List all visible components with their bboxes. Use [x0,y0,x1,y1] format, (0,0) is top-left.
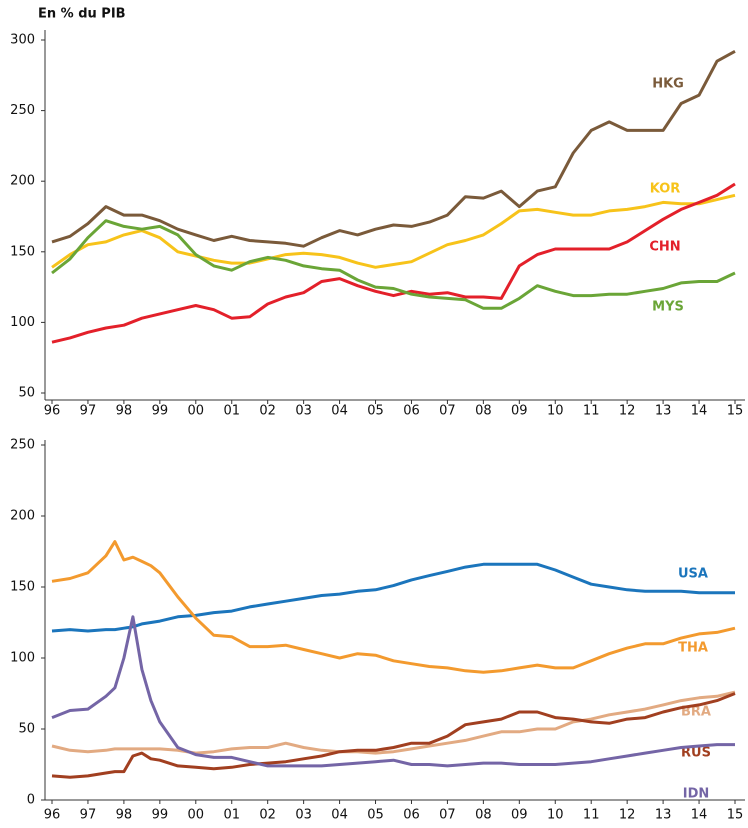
x-tick-label: 06 [403,808,420,823]
x-tick-label: 14 [691,808,708,823]
x-tick-label: 11 [583,808,600,823]
series-label: RUS [681,746,711,761]
x-tick-label: 96 [44,404,61,419]
x-tick-label: 02 [259,404,276,419]
chart-title: En % du PIB [38,7,126,22]
series-line [51,193,736,269]
x-tick-label: 08 [475,808,492,823]
x-tick-label: 10 [547,808,564,823]
series-line [51,615,735,768]
y-tick-label: 150 [10,580,35,595]
x-tick-label: 11 [583,404,600,419]
x-tick-label: 15 [727,808,744,823]
series-line [51,692,736,779]
y-tick-label: 100 [10,315,35,330]
x-tick-label: 10 [547,404,564,419]
y-tick-label: 200 [10,509,35,524]
x-tick-label: 01 [223,404,240,419]
y-tick-label: 300 [10,33,35,48]
series-label: IDN [683,787,710,802]
x-tick-label: 13 [655,404,672,419]
x-tick-label: 09 [511,404,528,419]
x-tick-label: 96 [44,808,61,823]
x-tick-label: 00 [188,404,205,419]
x-tick-label: 99 [152,404,169,419]
x-tick-label: 05 [367,404,384,419]
x-tick-label: 99 [152,808,169,823]
series-line [51,690,736,755]
x-tick-label: 04 [331,808,348,823]
x-tick-label: 04 [331,404,348,419]
series-line [51,49,736,248]
x-tick-label: 97 [80,404,97,419]
x-tick-label: 03 [295,404,312,419]
series-label: CHN [649,240,680,255]
series-line [51,182,736,344]
y-tick-label: 250 [10,103,35,118]
x-tick-label: 00 [188,808,205,823]
series-line [51,540,736,674]
series-line [51,562,735,633]
x-tick-label: 01 [223,808,240,823]
x-tick-label: 08 [475,404,492,419]
series-label: KOR [650,182,681,197]
x-tick-label: 07 [439,808,456,823]
x-tick-label: 98 [116,808,133,823]
x-tick-label: 12 [619,808,636,823]
series-label: THA [678,641,708,656]
x-tick-label: 98 [116,404,133,419]
series-label: HKG [652,77,684,92]
series-line [51,219,736,310]
y-tick-label: 50 [18,386,35,401]
y-tick-label: 50 [18,722,35,737]
series-label: USA [678,567,708,582]
x-tick-label: 13 [655,808,672,823]
x-tick-label: 12 [619,404,636,419]
x-tick-label: 97 [80,808,97,823]
y-tick-label: 0 [27,793,35,808]
series-label: MYS [652,300,684,315]
y-tick-label: 250 [10,438,35,453]
x-tick-label: 06 [403,404,420,419]
series-label: BRA [681,705,711,720]
x-tick-label: 02 [259,808,276,823]
x-tick-label: 05 [367,808,384,823]
x-tick-label: 03 [295,808,312,823]
x-tick-label: 09 [511,808,528,823]
x-tick-label: 07 [439,404,456,419]
y-tick-label: 100 [10,651,35,666]
y-tick-label: 200 [10,174,35,189]
x-tick-label: 15 [727,404,744,419]
y-tick-label: 150 [10,244,35,259]
x-tick-label: 14 [691,404,708,419]
